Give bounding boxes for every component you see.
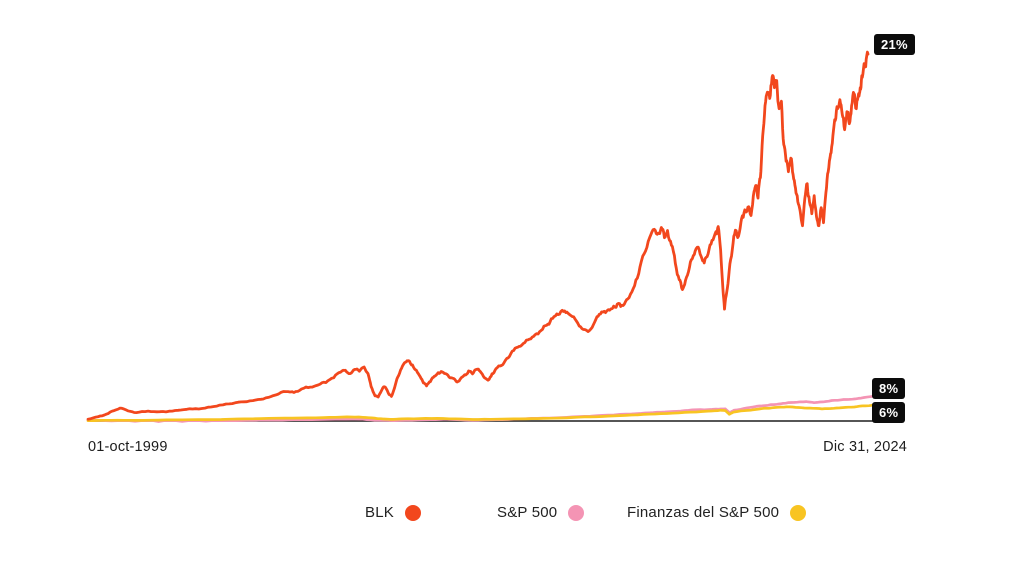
series-line-blk xyxy=(86,50,870,421)
x-axis-end-date: Dic 31, 2024 xyxy=(823,439,907,455)
end-value-badge-finanzas: 6% xyxy=(872,402,906,423)
legend-label-blk: BLK xyxy=(365,504,394,521)
series-line-finanzas-sp500 xyxy=(86,403,875,422)
legend-item-sp500[interactable]: S&P 500 xyxy=(497,504,585,521)
legend-item-blk[interactable]: BLK xyxy=(365,504,421,521)
legend-label-finanzas-sp500: Finanzas del S&P 500 xyxy=(627,504,780,521)
legend-label-sp500: S&P 500 xyxy=(497,504,558,521)
x-axis-start-date: 01-oct-1999 xyxy=(88,439,168,455)
legend-dot-finanzas-sp500 xyxy=(790,504,807,521)
end-value-badge-blk: 21% xyxy=(874,34,915,55)
legend-dot-blk xyxy=(404,504,421,521)
legend-item-finanzas-sp500[interactable]: Finanzas del S&P 500 xyxy=(627,504,807,521)
legend-dot-sp500 xyxy=(568,504,585,521)
end-value-badge-sp500: 8% xyxy=(872,378,906,399)
